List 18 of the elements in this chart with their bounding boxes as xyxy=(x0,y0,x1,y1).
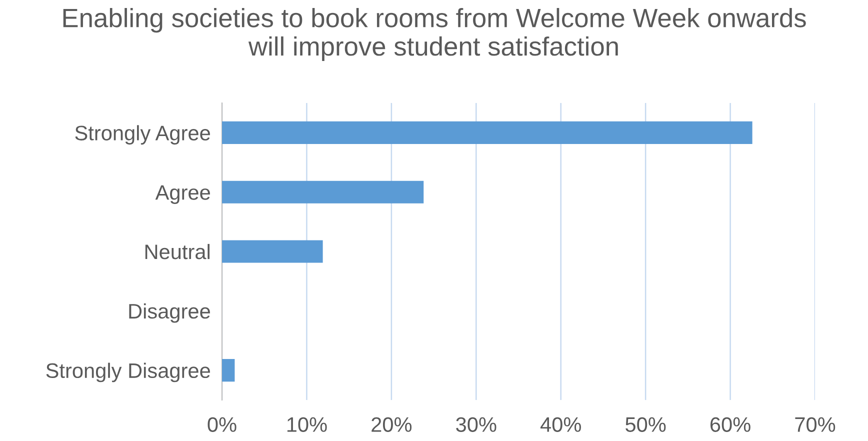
y-tick-label: Strongly Disagree xyxy=(46,362,210,382)
bar xyxy=(222,121,752,144)
x-tick-label: 20% xyxy=(372,417,412,432)
x-tick-label: 40% xyxy=(540,417,581,432)
y-tick-label: Strongly Agree xyxy=(75,125,210,145)
x-tick-label: 50% xyxy=(626,417,666,432)
x-tick-label: 10% xyxy=(287,417,327,432)
bar xyxy=(222,359,235,382)
y-tick-label: Disagree xyxy=(129,303,210,323)
chart-title: Enabling societies to book rooms from Welcome Week onwards will improve student satisfaction xyxy=(63,8,806,62)
x-tick-label: 0% xyxy=(208,417,236,432)
x-tick-label: 60% xyxy=(710,417,750,432)
y-tick-label: Agree xyxy=(155,185,210,204)
bar xyxy=(222,180,424,204)
bar xyxy=(222,240,323,263)
x-tick-label: 30% xyxy=(456,417,496,432)
x-tick-label: 70% xyxy=(795,417,836,432)
y-tick-label: Neutral xyxy=(145,244,210,260)
